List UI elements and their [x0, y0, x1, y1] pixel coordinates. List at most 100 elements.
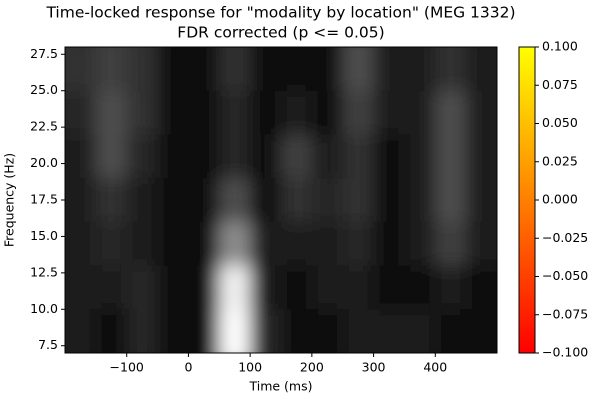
heatmap-cell	[157, 47, 189, 91]
colorbar-tick-label: 0.025	[542, 153, 578, 168]
heatmap-cell	[466, 178, 497, 222]
heatmap-cell	[126, 309, 158, 353]
colorbar-tick-label: 0.050	[542, 115, 578, 130]
heatmap-cell	[219, 90, 251, 135]
x-tick-label: −100	[110, 360, 144, 375]
heatmap-cell	[373, 47, 405, 91]
heatmap-cell	[188, 90, 220, 135]
heatmap-cell	[250, 221, 281, 266]
heatmap-cell	[219, 265, 251, 310]
heatmap-cell	[373, 265, 405, 310]
heatmap-cell	[95, 47, 127, 91]
heatmap-cell	[250, 134, 281, 179]
heatmap-cell	[95, 265, 127, 310]
heatmap-cell	[342, 90, 374, 135]
heatmap-cell	[157, 309, 189, 353]
heatmap-cell	[435, 134, 467, 179]
heatmap-cell	[373, 221, 405, 266]
heatmap-cell	[466, 265, 497, 310]
heatmap-cell	[281, 221, 312, 266]
x-tick-label: 100	[238, 360, 262, 375]
heatmap-cell	[466, 221, 497, 266]
y-axis-label: Frequency (Hz)	[2, 153, 17, 247]
heatmap-cell	[373, 309, 405, 353]
heatmap-cell	[311, 265, 343, 310]
y-tick-label: 17.5	[30, 192, 58, 207]
heatmap-cell	[95, 309, 127, 353]
x-tick-label: 300	[362, 360, 386, 375]
heatmap-cell	[435, 178, 467, 222]
heatmap-cell	[404, 178, 436, 222]
heatmap-cell	[342, 47, 374, 91]
heatmap-cell	[311, 47, 343, 91]
heatmap-cell	[342, 134, 374, 179]
heatmap-cell	[188, 134, 220, 179]
colorbar-tick-label: 0.100	[542, 39, 578, 54]
heatmap-cell	[311, 90, 343, 135]
heatmap-cell	[65, 265, 96, 310]
heatmap-cell	[466, 309, 497, 353]
heatmap-cell	[435, 90, 467, 135]
chart-title: Time-locked response for "modality by lo…	[45, 4, 515, 22]
heatmap-cell	[188, 47, 220, 91]
heatmap-cell	[65, 90, 96, 135]
heatmap-cell	[65, 221, 96, 266]
heatmap-cell	[435, 47, 467, 91]
heatmap-cell	[404, 265, 436, 310]
heatmap-cell	[342, 221, 374, 266]
colorbar-tick-label: 0.075	[542, 77, 578, 92]
heatmap-cell	[435, 309, 467, 353]
heatmap-cell	[219, 309, 251, 353]
colorbar-tick-label: −0.075	[542, 306, 588, 321]
heatmap-cell	[466, 134, 497, 179]
heatmap-cell	[157, 134, 189, 179]
heatmap-cell	[404, 221, 436, 266]
heatmap-cell	[250, 90, 281, 135]
heatmap-cell	[219, 178, 251, 222]
heatmap-cell	[65, 309, 96, 353]
heatmap-cell	[404, 134, 436, 179]
heatmap-cell	[250, 265, 281, 310]
heatmap-cell	[188, 265, 220, 310]
heatmap-cell	[126, 47, 158, 91]
heatmap-cell	[157, 221, 189, 266]
heatmap-cell	[65, 178, 96, 222]
colorbar-tick-label: −0.025	[542, 230, 588, 245]
heatmap-cell	[281, 134, 312, 179]
heatmap-cell	[404, 90, 436, 135]
heatmap-cell	[373, 90, 405, 135]
y-tick-label: 15.0	[30, 228, 58, 243]
x-tick-label: 0	[184, 360, 192, 375]
x-tick-label: 200	[300, 360, 324, 375]
y-tick-label: 12.5	[30, 264, 58, 279]
colorbar-tick-label: −0.100	[542, 345, 588, 360]
heatmap-cell	[373, 134, 405, 179]
heatmap-cell	[281, 265, 312, 310]
x-axis-label: Time (ms)	[248, 379, 312, 394]
heatmap-cell	[188, 309, 220, 353]
heatmap-cell	[188, 221, 220, 266]
heatmap	[65, 47, 497, 353]
x-tick-label: 400	[423, 360, 447, 375]
heatmap-cell	[342, 309, 374, 353]
heatmap-cell	[65, 134, 96, 179]
heatmap-cell	[157, 265, 189, 310]
y-tick-label: 25.0	[30, 82, 58, 97]
heatmap-cell	[65, 47, 96, 91]
y-tick-label: 27.5	[30, 46, 58, 61]
heatmap-cell	[250, 178, 281, 222]
heatmap-cell	[126, 221, 158, 266]
heatmap-cell	[435, 221, 467, 266]
heatmap-cell	[404, 47, 436, 91]
colorbar	[518, 46, 536, 354]
heatmap-cell	[95, 90, 127, 135]
heatmap-cell	[311, 178, 343, 222]
heatmap-cell	[219, 221, 251, 266]
heatmap-cell	[404, 309, 436, 353]
heatmap-cell	[311, 221, 343, 266]
colorbar-tick-label: −0.050	[542, 268, 588, 283]
heatmap-cell	[311, 309, 343, 353]
heatmap-cell	[466, 47, 497, 91]
heatmap-cell	[281, 90, 312, 135]
